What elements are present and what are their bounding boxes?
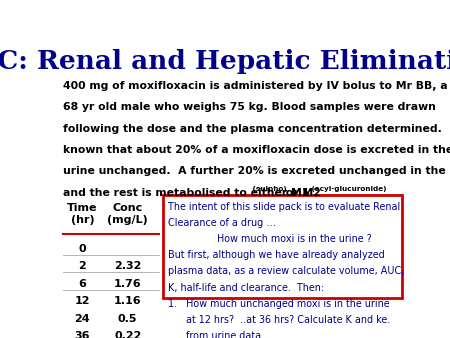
Text: following the dose and the plasma concentration determined.  It is: following the dose and the plasma concen…: [63, 124, 450, 134]
Text: 2.32: 2.32: [114, 261, 141, 271]
Text: 400 mg of moxifloxacin is administered by IV bolus to Mr BB, a: 400 mg of moxifloxacin is administered b…: [63, 81, 448, 91]
Text: 0: 0: [79, 244, 86, 254]
Text: 68 yr old male who weighs 75 kg. Blood samples were drawn: 68 yr old male who weighs 75 kg. Blood s…: [63, 102, 436, 112]
Text: 12: 12: [75, 296, 90, 306]
Text: plasma data, as a review calculate volume, AUC,: plasma data, as a review calculate volum…: [168, 266, 404, 276]
Text: known that about 20% of a moxifloxacin dose is excreted in the: known that about 20% of a moxifloxacin d…: [63, 145, 450, 155]
Text: 2: 2: [79, 261, 86, 271]
Text: 6: 6: [78, 279, 86, 289]
Text: 1-C: Renal and Hepatic Elimination: 1-C: Renal and Hepatic Elimination: [0, 49, 450, 74]
Text: 1.76: 1.76: [114, 279, 142, 289]
Text: The intent of this slide pack is to evaluate Renal: The intent of this slide pack is to eval…: [168, 202, 400, 212]
Text: 1.   How much unchanged moxi is in the urine: 1. How much unchanged moxi is in the uri…: [168, 299, 390, 309]
Text: (acyl-glucuronide): (acyl-glucuronide): [310, 186, 387, 192]
Text: But first, although we have already analyzed: But first, although we have already anal…: [168, 250, 385, 260]
FancyBboxPatch shape: [162, 195, 401, 298]
Text: 36: 36: [75, 331, 90, 338]
Text: or M2: or M2: [282, 188, 321, 198]
Text: Conc
(mg/L): Conc (mg/L): [108, 203, 148, 225]
Text: and the rest is metabolised to either M1: and the rest is metabolised to either M1: [63, 188, 310, 198]
Text: 0.22: 0.22: [114, 331, 141, 338]
Text: K, half-life and clearance.  Then:: K, half-life and clearance. Then:: [168, 283, 324, 293]
Text: How much moxi is in the urine ?: How much moxi is in the urine ?: [217, 234, 371, 244]
Text: 24: 24: [75, 314, 90, 323]
Text: Clearance of a drug …: Clearance of a drug …: [168, 218, 276, 228]
Text: (sulpho): (sulpho): [250, 186, 287, 192]
Text: 1.16: 1.16: [114, 296, 142, 306]
Text: urine unchanged.  A further 20% is excreted unchanged in the bile: urine unchanged. A further 20% is excret…: [63, 166, 450, 176]
Text: from urine data.: from urine data.: [168, 331, 264, 338]
Text: at 12 hrs?  ..at 36 hrs? Calculate K and ke.: at 12 hrs? ..at 36 hrs? Calculate K and …: [168, 315, 390, 325]
Text: Time
(hr): Time (hr): [67, 203, 98, 225]
Text: 0.5: 0.5: [118, 314, 138, 323]
